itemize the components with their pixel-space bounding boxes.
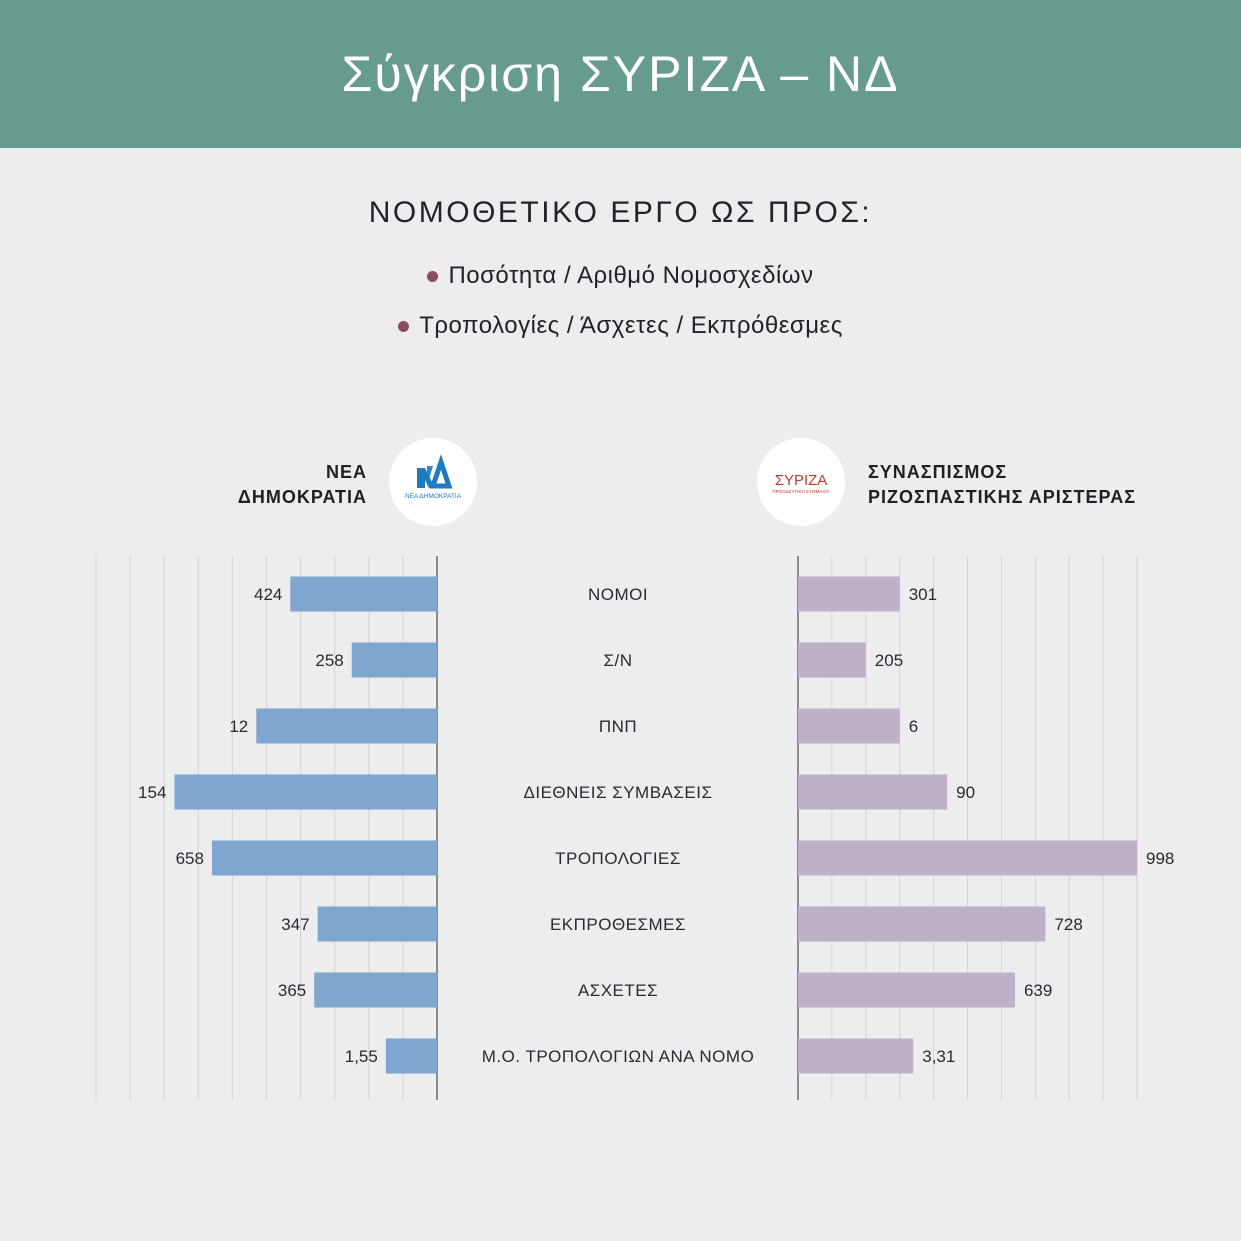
nd-value-label: 258: [315, 651, 343, 670]
syriza-value-label: 205: [875, 651, 903, 670]
category-label: Μ.Ο. ΤΡΟΠΟΛΟΓΙΩΝ ΑΝΑ ΝΟΜΟ: [482, 1047, 755, 1066]
nd-value-label: 658: [176, 849, 204, 868]
nd-value-label: 424: [254, 585, 282, 604]
syriza-bar: [798, 1038, 914, 1074]
category-label: ΑΣΧΕΤΕΣ: [578, 981, 658, 1000]
category-label: ΤΡΟΠΟΛΟΓΙΕΣ: [555, 849, 681, 868]
bullet-text: Ποσότητα / Αριθμό Νομοσχεδίων: [448, 262, 814, 289]
syriza-bar: [798, 642, 866, 678]
syriza-bar: [798, 840, 1137, 876]
syriza-bar: [798, 708, 900, 744]
party-name-line: ΝΕΑ: [325, 462, 367, 482]
syriza-value-label: 90: [956, 783, 975, 802]
syriza-bar: [798, 774, 948, 810]
nd-value-label: 154: [138, 783, 166, 802]
nd-value-label: 12: [229, 717, 248, 736]
nd-value-label: 365: [278, 981, 306, 1000]
nd-bar: [256, 708, 437, 744]
bullet-item: Ποσότητα / Αριθμό Νομοσχεδίων: [427, 262, 813, 290]
bullet-dot-icon: [398, 320, 410, 332]
nd-bar: [174, 774, 437, 810]
syriza-value-label: 301: [909, 585, 937, 604]
syriza-logo-subtext: ΠΡΟΟΔΕΥΤΙΚΗ ΣΥΜΜΑΧΙΑ: [772, 489, 829, 494]
syriza-logo-text: ΣΥΡΙΖΑ: [775, 472, 828, 489]
syriza-value-label: 728: [1054, 915, 1082, 934]
bullet-dot-icon: [427, 270, 439, 282]
bullet-list: Ποσότητα / Αριθμό Νομοσχεδίων Τροπολογίε…: [0, 262, 1241, 340]
party-name-line: ΔΗΜΟΚΡΑΤΙΑ: [237, 487, 367, 507]
syriza-value-label: 998: [1146, 849, 1174, 868]
syriza-value-label: 3,31: [922, 1047, 955, 1066]
syriza-logo-icon: ΣΥΡΙΖΑ ΠΡΟΟΔΕΥΤΙΚΗ ΣΥΜΜΑΧΙΑ: [772, 472, 829, 494]
syriza-value-label: 639: [1024, 981, 1052, 1000]
party-name-line: ΣΥΝΑΣΠΙΣΜΟΣ: [868, 462, 1008, 482]
party-name-syriza: ΣΥΝΑΣΠΙΣΜΟΣ ΡΙΖΟΣΠΑΣΤΙΚΗΣ ΑΡΙΣΤΕΡΑΣ: [868, 460, 1136, 510]
nd-value-label: 1,55: [345, 1047, 378, 1066]
syriza-logo: ΣΥΡΙΖΑ ΠΡΟΟΔΕΥΤΙΚΗ ΣΥΜΜΑΧΙΑ: [757, 438, 845, 526]
category-label: ΔΙΕΘΝΕΙΣ ΣΥΜΒΑΣΕΙΣ: [524, 783, 713, 802]
syriza-bar: [798, 972, 1015, 1008]
party-name-line: ΡΙΖΟΣΠΑΣΤΙΚΗΣ ΑΡΙΣΤΕΡΑΣ: [868, 487, 1137, 507]
header-banner: Σύγκριση ΣΥΡΙΖΑ – ΝΔ: [0, 0, 1241, 148]
nd-value-label: 347: [281, 915, 309, 934]
syriza-bar: [798, 576, 900, 612]
category-label: ΝΟΜΟΙ: [588, 585, 648, 604]
nd-bar: [317, 906, 437, 942]
syriza-value-label: 6: [909, 717, 918, 736]
nd-bar: [211, 840, 437, 876]
category-label: Σ/Ν: [603, 651, 632, 670]
nd-bar: [290, 576, 437, 612]
nd-bar: [351, 642, 437, 678]
nd-logo: ΝΕΑ ΔΗΜΟΚΡΑΤΙΑ: [389, 438, 477, 526]
category-label: ΠΝΠ: [599, 717, 637, 736]
bullet-text: Τροπολογίες / Άσχετες / Εκπρόθεσμες: [419, 312, 843, 339]
syriza-bar: [798, 906, 1046, 942]
nd-logo-subtext: ΝΕΑ ΔΗΜΟΚΡΑΤΙΑ: [405, 493, 462, 500]
nd-bar: [385, 1038, 437, 1074]
bullet-item: Τροπολογίες / Άσχετες / Εκπρόθεσμες: [398, 312, 843, 340]
nd-logo-icon: ΝΕΑ ΔΗΜΟΚΡΑΤΙΑ: [405, 454, 462, 500]
category-label: ΕΚΠΡΟΘΕΣΜΕΣ: [550, 915, 686, 934]
party-name-nd: ΝΕΑ ΔΗΜΟΚΡΑΤΙΑ: [238, 460, 367, 510]
page-title: Σύγκριση ΣΥΡΙΖΑ – ΝΔ: [341, 46, 900, 102]
chart-subtitle: ΝΟΜΟΘΕΤΙΚΟ ΕΡΓΟ ΩΣ ΠΡΟΣ:: [368, 196, 873, 229]
nd-bar: [314, 972, 437, 1008]
